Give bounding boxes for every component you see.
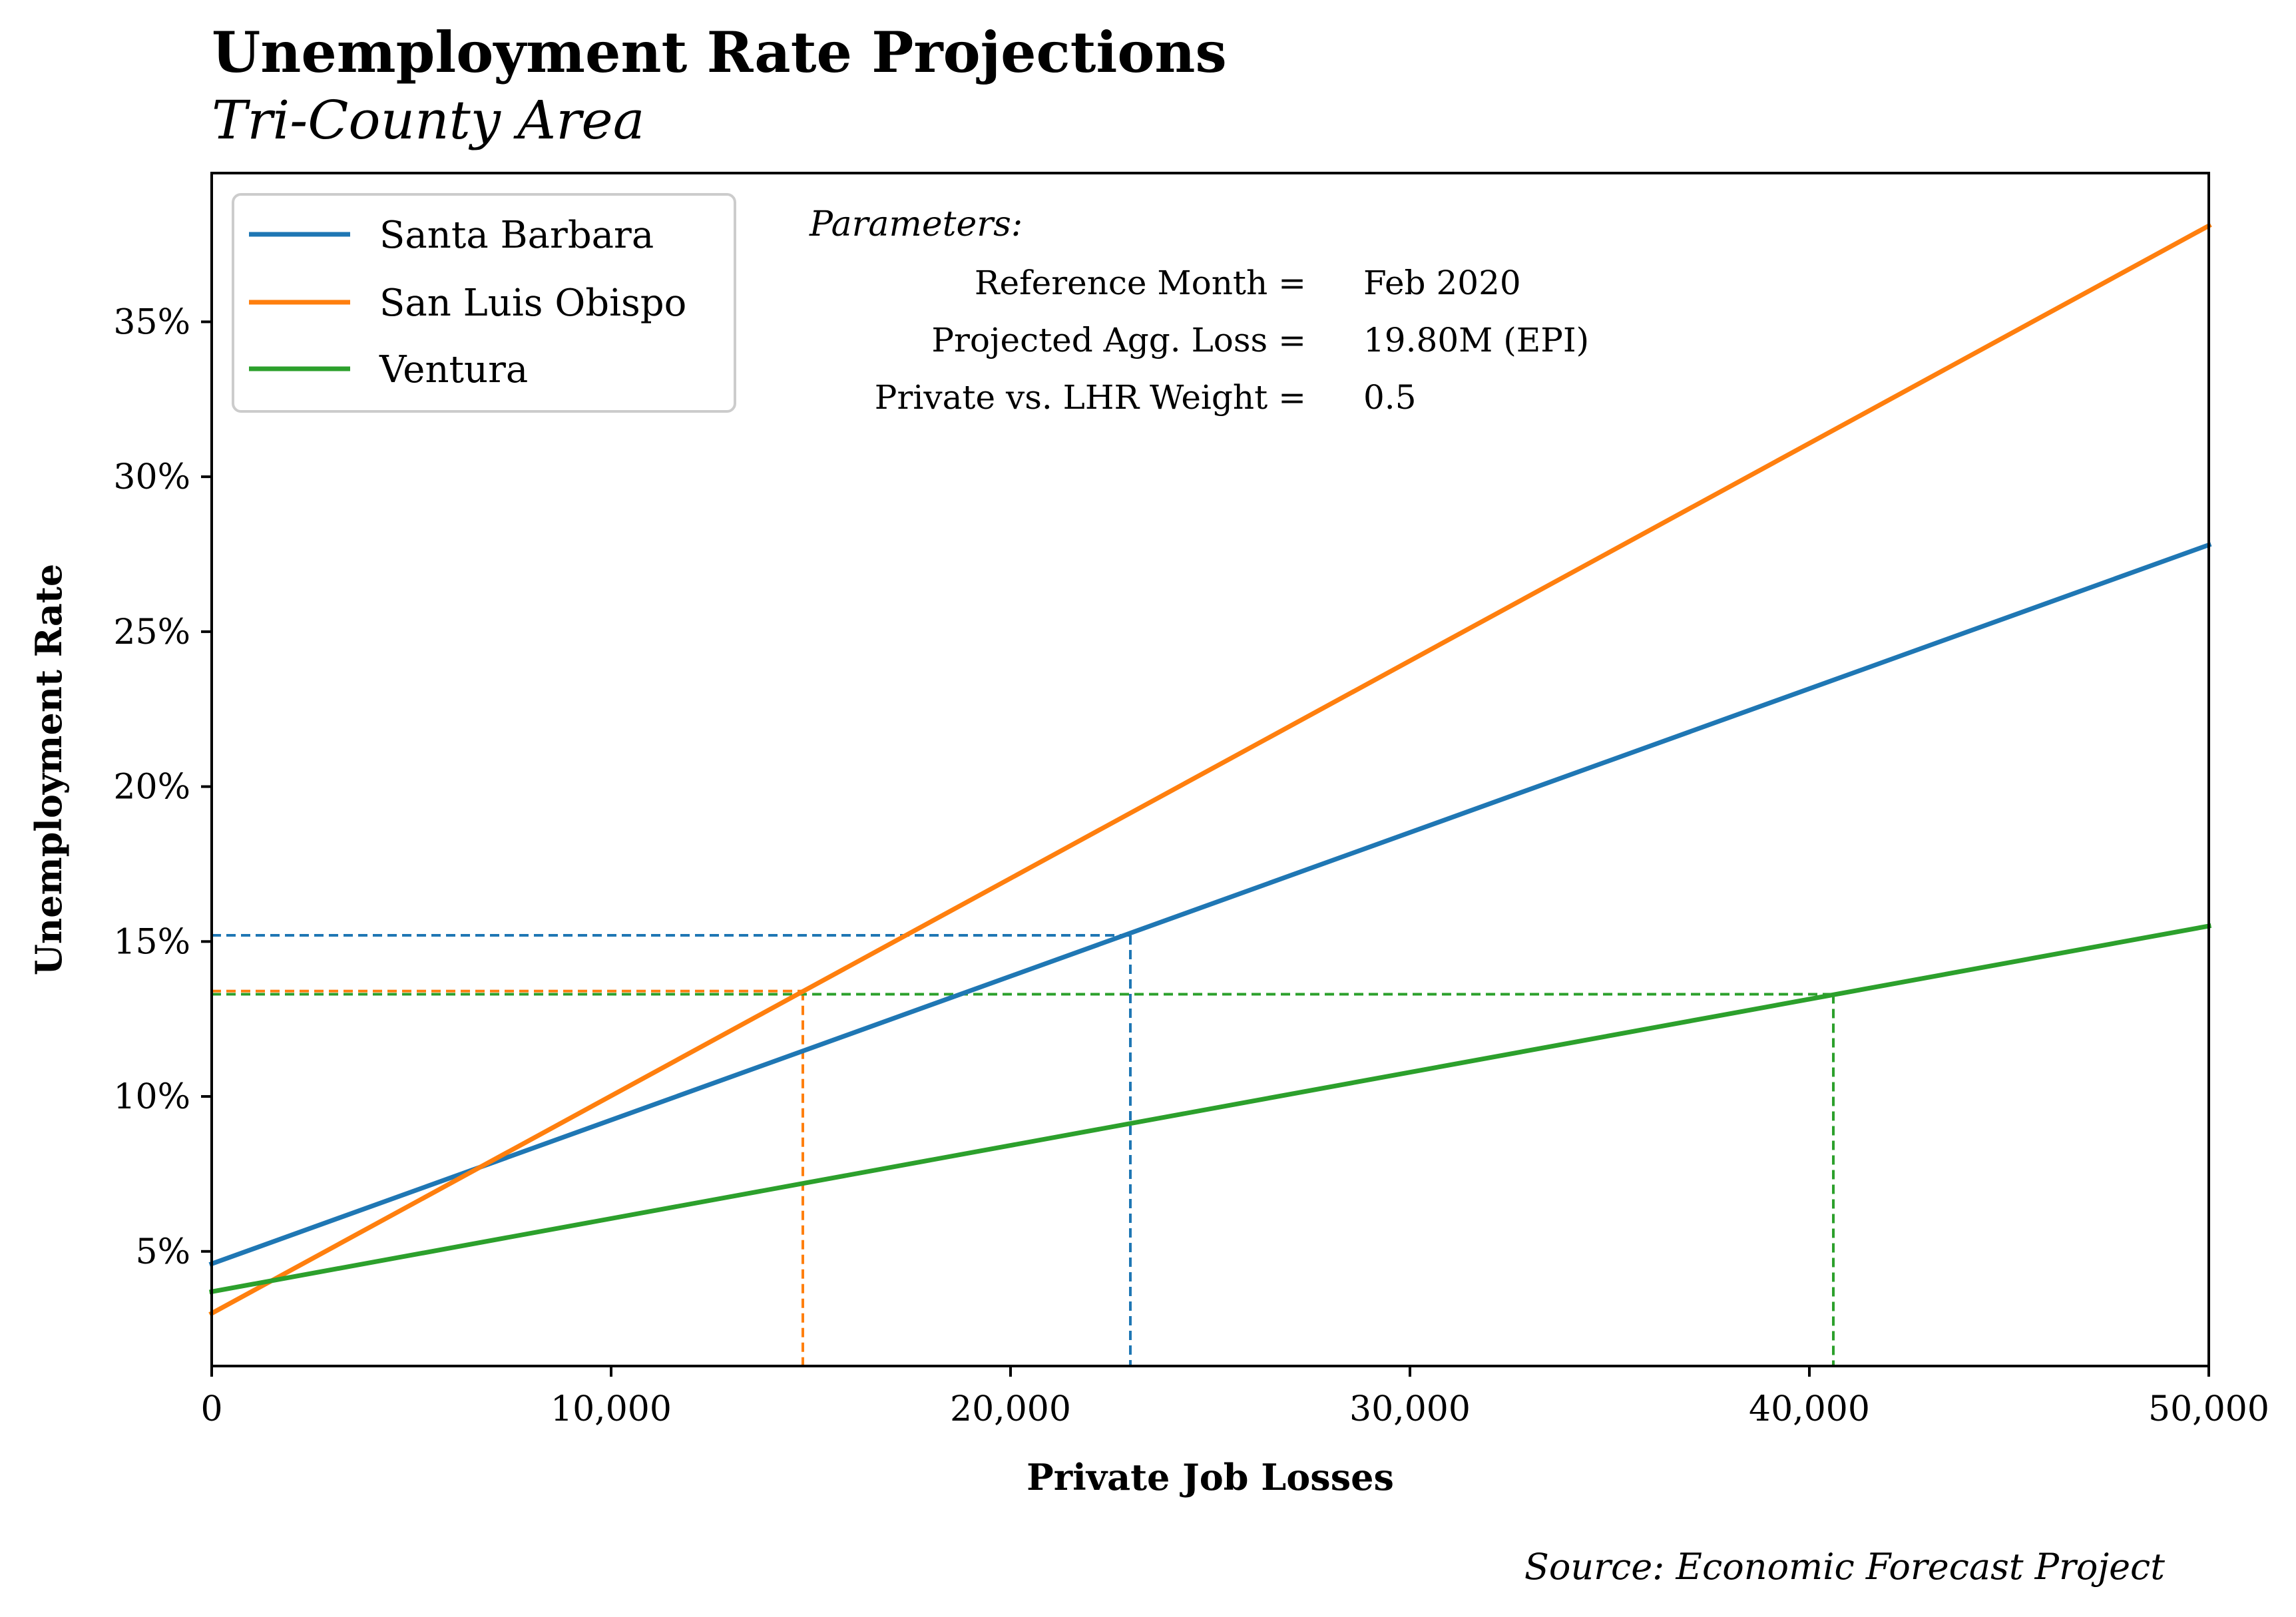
- y-tick-label: 25%: [113, 612, 190, 652]
- series-line-santa-barbara: [208, 542, 2212, 1267]
- x-axis-ticks: 0 10,000 20,000 30,000 40,000 50,000: [200, 1366, 2269, 1429]
- legend: Santa Barbara San Luis Obispo Ventura: [232, 193, 736, 413]
- plot-area-frame: [210, 172, 2210, 1367]
- y-tick-label: 20%: [113, 768, 190, 808]
- guide-lines: [212, 934, 1835, 1366]
- x-tick-label: 10,000: [551, 1389, 672, 1429]
- series-lines: [208, 222, 2212, 1317]
- param-label-projected-loss: Projected Agg. Loss =: [931, 321, 1306, 359]
- source-note: Source: Economic Forecast Project: [1524, 1546, 2165, 1588]
- legend-label-san-luis-obispo: San Luis Obispo: [379, 282, 686, 325]
- x-tick-label: 20,000: [950, 1389, 1071, 1429]
- param-value-projected-loss: 19.80M (EPI): [1363, 321, 1589, 359]
- series-line-ventura: [208, 923, 2212, 1295]
- y-tick-label: 10%: [113, 1077, 190, 1117]
- y-tick-label: 15%: [113, 922, 190, 962]
- chart-title: Unemployment Rate Projections: [212, 19, 1227, 85]
- parameters-heading: Parameters:: [809, 204, 1023, 244]
- x-tick-label: 50,000: [2148, 1389, 2269, 1429]
- x-tick-label: 0: [200, 1389, 222, 1429]
- param-value-reference-month: Feb 2020: [1363, 264, 1521, 302]
- x-tick-label: 40,000: [1749, 1389, 1870, 1429]
- series-line-san-luis-obispo: [208, 222, 2212, 1317]
- y-axis-ticks: 5% 10% 15% 20% 25% 30% 35%: [113, 302, 212, 1272]
- param-value-weight: 0.5: [1363, 378, 1417, 417]
- x-axis-label: Private Job Losses: [1027, 1456, 1394, 1499]
- y-tick-label: 5%: [136, 1232, 191, 1272]
- legend-label-ventura: Ventura: [379, 348, 528, 391]
- param-label-weight: Private vs. LHR Weight =: [875, 378, 1306, 417]
- y-tick-label: 35%: [113, 302, 190, 342]
- y-tick-label: 30%: [113, 457, 190, 497]
- legend-label-santa-barbara: Santa Barbara: [379, 214, 654, 257]
- param-label-reference-month: Reference Month =: [975, 264, 1306, 302]
- x-tick-label: 30,000: [1349, 1389, 1471, 1429]
- parameters-annotation: Parameters: Reference Month = Feb 2020 P…: [809, 204, 1589, 417]
- legend-box: [232, 193, 736, 413]
- chart-subtitle: Tri-County Area: [212, 89, 644, 151]
- y-axis-label: Unemployment Rate: [27, 564, 70, 975]
